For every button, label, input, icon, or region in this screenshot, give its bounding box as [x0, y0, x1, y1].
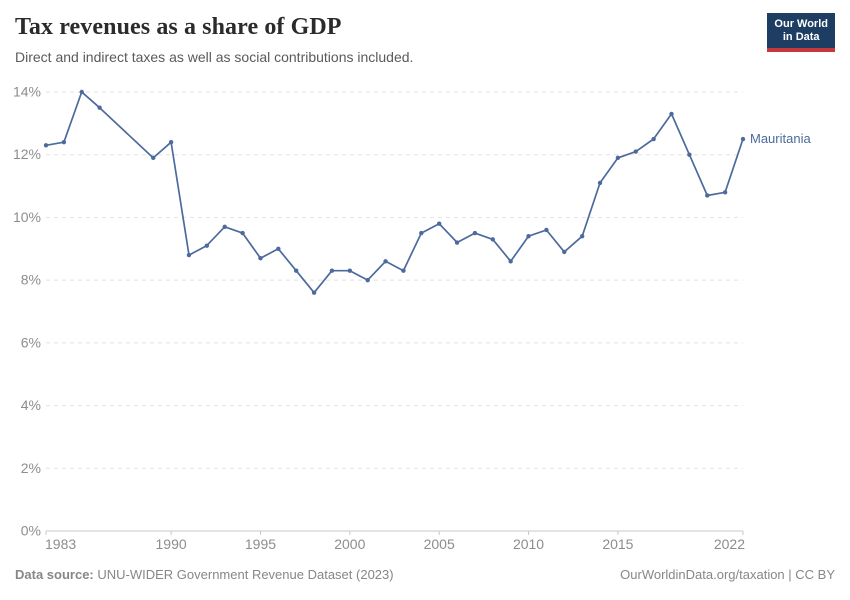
- data-point: [454, 240, 460, 245]
- y-tick-label: 4%: [21, 397, 41, 413]
- data-source-text: UNU-WIDER Government Revenue Dataset (20…: [93, 567, 394, 582]
- x-tick-label: 2015: [602, 536, 633, 552]
- data-point: [633, 149, 638, 154]
- data-point: [311, 290, 317, 295]
- data-point: [419, 230, 424, 236]
- page-title: Tax revenues as a share of GDP: [15, 14, 342, 40]
- x-tick-label: 2022: [714, 536, 745, 552]
- y-tick-label: 2%: [21, 460, 41, 476]
- data-point: [151, 155, 156, 161]
- data-point: [258, 255, 263, 261]
- data-point: [204, 243, 210, 248]
- data-point: [562, 249, 567, 255]
- data-point: [579, 234, 585, 239]
- y-tick-label: 12%: [13, 146, 41, 162]
- x-tick-label: 1995: [245, 536, 276, 552]
- data-point: [168, 139, 174, 145]
- series-line: [45, 91, 744, 294]
- x-tick-label: 1983: [45, 536, 76, 552]
- data-source: Data source: UNU-WIDER Government Revenu…: [15, 567, 394, 582]
- data-source-label: Data source:: [15, 567, 94, 582]
- y-tick-label: 10%: [13, 209, 41, 225]
- owid-logo: Our World in Data: [767, 13, 835, 52]
- x-tick-label: 2005: [424, 536, 455, 552]
- data-point: [365, 277, 370, 283]
- data-point: [329, 268, 335, 273]
- y-tick-label: 14%: [13, 84, 41, 100]
- data-point: [740, 136, 746, 142]
- data-point: [472, 230, 478, 236]
- y-tick-label: 8%: [21, 272, 41, 288]
- data-point: [61, 139, 67, 145]
- data-point: [79, 89, 84, 95]
- chart-footer: Data source: UNU-WIDER Government Revenu…: [15, 567, 835, 582]
- y-tick-label: 0%: [21, 523, 41, 539]
- data-point: [401, 268, 406, 273]
- data-point: [43, 143, 49, 148]
- data-point: [347, 268, 353, 273]
- chart-subtitle: Direct and indirect taxes as well as soc…: [15, 49, 414, 65]
- data-point: [508, 259, 513, 264]
- data-point: [97, 105, 102, 110]
- data-point: [490, 237, 495, 242]
- data-point: [544, 227, 549, 233]
- y-tick-label: 6%: [21, 334, 41, 350]
- data-point: [705, 193, 710, 198]
- logo-line-2: in Data: [782, 31, 820, 43]
- data-point: [383, 259, 388, 264]
- data-point: [276, 246, 281, 251]
- data-point: [526, 234, 531, 239]
- data-point: [615, 155, 621, 161]
- data-point: [222, 224, 227, 230]
- x-tick-label: 2010: [513, 536, 544, 552]
- data-point: [651, 136, 656, 142]
- x-tick-label: 2000: [334, 536, 365, 552]
- series-label: Mauritania: [750, 131, 811, 146]
- x-tick-label: 1990: [156, 536, 187, 552]
- data-point: [597, 180, 603, 186]
- data-point: [186, 252, 192, 258]
- footer-credit: OurWorldinData.org/taxation | CC BY: [620, 567, 835, 582]
- data-point: [687, 152, 692, 157]
- data-point: [722, 190, 728, 195]
- data-point: [669, 111, 674, 117]
- data-point: [436, 221, 442, 226]
- data-point: [294, 268, 299, 273]
- data-point: [240, 230, 245, 236]
- logo-line-1: Our World: [774, 18, 828, 30]
